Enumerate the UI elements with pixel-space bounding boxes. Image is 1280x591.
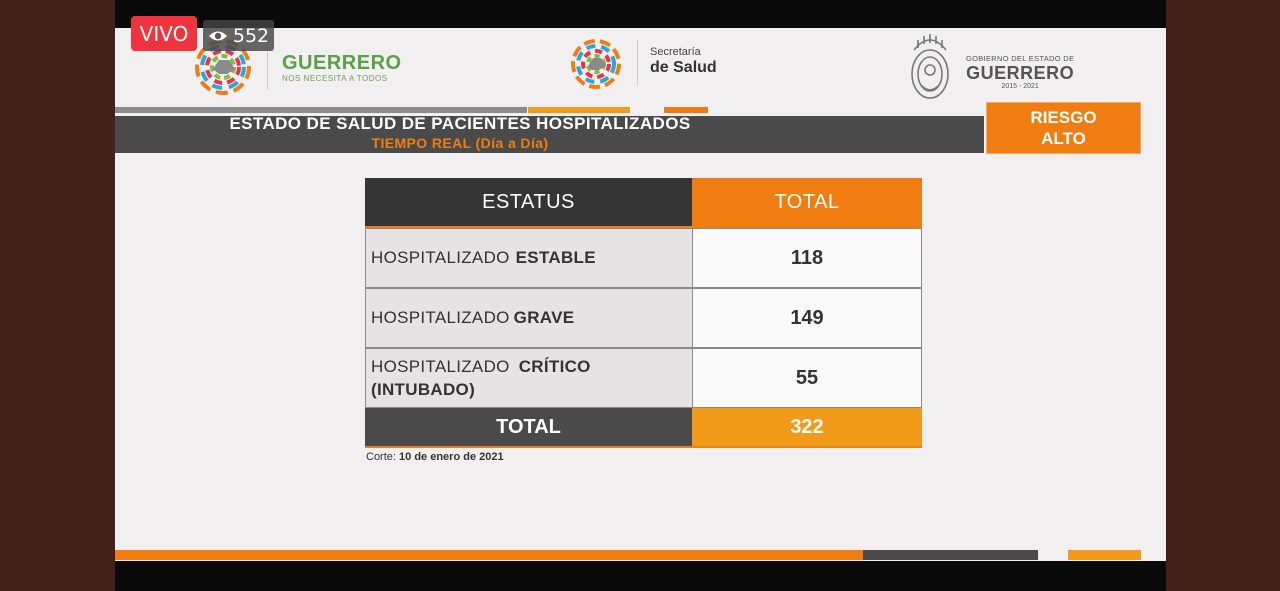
- salud-divider: [637, 40, 638, 86]
- table-total-row: TOTAL 322: [365, 408, 922, 446]
- footer-stripe-orange-2: [1068, 550, 1141, 560]
- state-seal-icon: [911, 34, 949, 99]
- status-prefix: HOSPITALIZADO: [371, 357, 510, 376]
- status-prefix: HOSPITALIZADO: [371, 248, 510, 267]
- cutoff-date: 10 de enero de 2021: [399, 451, 504, 463]
- cutoff-note: Corte: 10 de enero de 2021: [366, 451, 504, 463]
- total-label: TOTAL: [365, 408, 692, 446]
- total-value: 322: [692, 408, 922, 446]
- top-letterbox: [115, 0, 1166, 28]
- table-row: HOSPITALIZADO CRÍTICO (INTUBADO) 55: [365, 348, 922, 408]
- eye-icon: [208, 31, 227, 40]
- bottom-letterbox: [115, 561, 1166, 591]
- status-prefix: HOSPITALIZADO: [371, 308, 510, 327]
- header-rule: [365, 226, 922, 228]
- gobierno-years: 2015 - 2021: [1001, 83, 1039, 90]
- risk-badge: RIESGO ALTO: [986, 102, 1141, 154]
- salud-star-logo-icon: [571, 39, 621, 89]
- guerrero-brand-slogan: NOS NECESITA A TODOS: [282, 74, 388, 83]
- total-rule: [365, 446, 922, 448]
- salud-line-2: de Salud: [650, 59, 717, 76]
- status-cell: HOSPITALIZADO CRÍTICO (INTUBADO): [365, 348, 692, 408]
- risk-line-2: ALTO: [1041, 129, 1086, 148]
- gobierno-brand: GOBIERNO DEL ESTADO DE GUERRERO 2015 - 2…: [966, 54, 1074, 90]
- gobierno-line-1: GOBIERNO DEL ESTADO DE: [966, 54, 1075, 63]
- viewer-count: 552: [203, 20, 274, 51]
- logo-divider: [267, 42, 268, 90]
- viewer-count-value: 552: [232, 24, 270, 47]
- footer-stripe-orange: [115, 550, 863, 560]
- status-name: CRÍTICO: [518, 357, 591, 376]
- slide: GUERRERO NOS NECESITA A TODOS Secretaría…: [115, 28, 1166, 561]
- column-header-total: TOTAL: [692, 178, 922, 226]
- table-row: HOSPITALIZADO ESTABLE 118: [365, 228, 922, 288]
- right-frame: [1166, 0, 1280, 591]
- column-header-status: ESTATUS: [365, 178, 692, 226]
- salud-brand: Secretaría de Salud: [650, 46, 717, 77]
- left-frame: [0, 0, 115, 591]
- status-cell: HOSPITALIZADO GRAVE: [365, 288, 692, 348]
- status-cell: HOSPITALIZADO ESTABLE: [365, 228, 692, 288]
- table-header: ESTATUS TOTAL: [365, 178, 922, 226]
- header-stripe-orange-1: [528, 107, 630, 113]
- total-cell: 118: [692, 228, 922, 288]
- header-stripe-orange-2: [664, 107, 708, 113]
- status-name: ESTABLE: [515, 248, 596, 267]
- status-name: GRAVE: [513, 308, 575, 327]
- risk-line-1: RIESGO: [1030, 108, 1097, 127]
- guerrero-brand-name: GUERRERO: [282, 52, 402, 74]
- salud-line-1: Secretaría: [650, 46, 701, 58]
- status-name-line-2: (INTUBADO): [371, 380, 476, 399]
- gobierno-line-2: GUERRERO: [966, 63, 1075, 83]
- total-cell: 55: [692, 348, 922, 408]
- guerrero-star-logo-icon: [195, 39, 251, 95]
- page-title: ESTADO DE SALUD DE PACIENTES HOSPITALIZA…: [229, 114, 691, 133]
- title-band: [115, 116, 984, 153]
- header-stripe-gray: [115, 107, 527, 113]
- guerrero-brand: GUERRERO NOS NECESITA A TODOS: [282, 52, 402, 83]
- page-subtitle: TIEMPO REAL (Día a Día): [371, 135, 549, 151]
- footer-stripe-dark: [863, 550, 1038, 560]
- cutoff-label: Corte:: [366, 451, 396, 463]
- live-badge: VIVO: [131, 16, 197, 51]
- table-row: HOSPITALIZADO GRAVE 149: [365, 288, 922, 348]
- total-cell: 149: [692, 288, 922, 348]
- status-table: ESTATUS TOTAL HOSPITALIZADO ESTABLE 118 …: [365, 178, 922, 448]
